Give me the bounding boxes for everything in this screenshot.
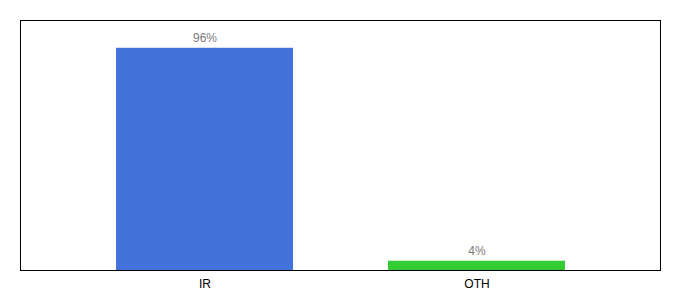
svg-text:IR: IR	[199, 277, 211, 291]
svg-text:96%: 96%	[193, 31, 217, 45]
svg-text:OTH: OTH	[464, 277, 489, 291]
svg-text:4%: 4%	[468, 244, 486, 258]
